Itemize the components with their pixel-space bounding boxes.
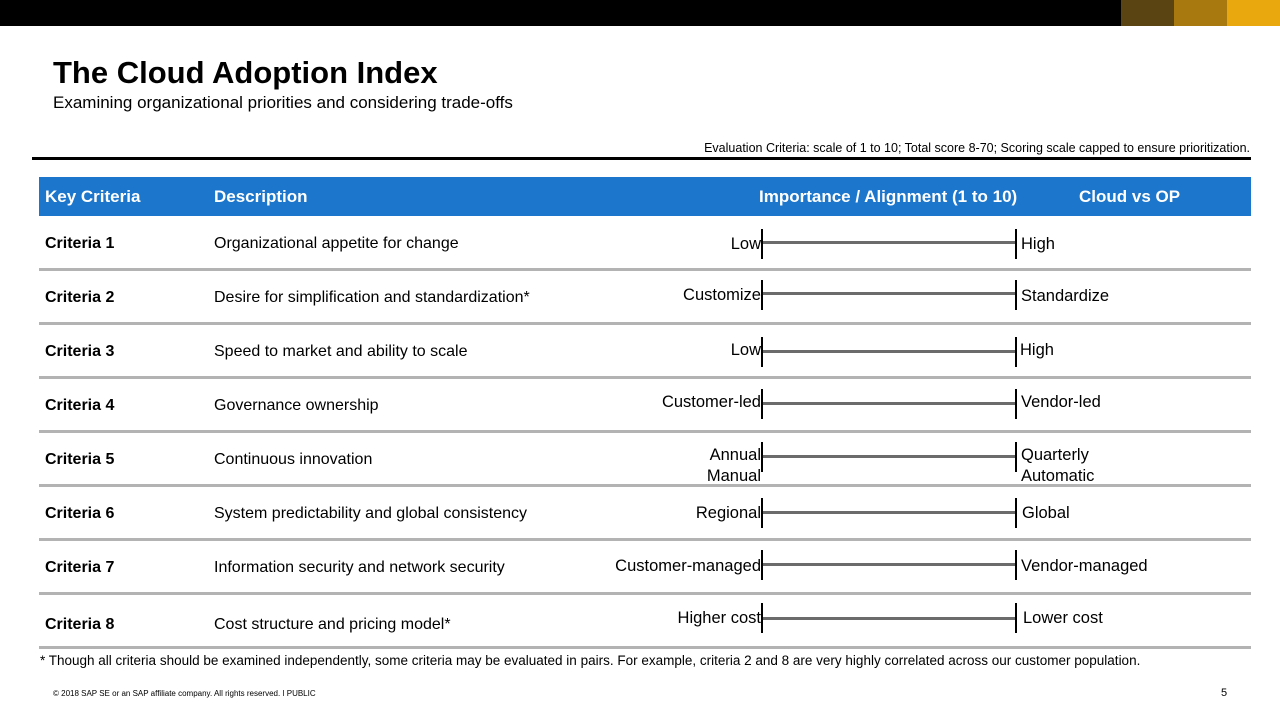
- scale-low-tick: [761, 337, 763, 367]
- scale-low-tick: [761, 280, 763, 310]
- scale-high-tick: [1015, 498, 1017, 528]
- row-separator: [39, 322, 1251, 325]
- importance-scale: [763, 292, 1016, 295]
- brand-accent-block-2: [1174, 0, 1227, 26]
- scale-high-tick: [1015, 280, 1017, 310]
- scale-low-tick: [761, 603, 763, 633]
- criteria-label: Criteria 4: [45, 397, 115, 414]
- scale-high-label-line-1: Quarterly: [1021, 446, 1089, 464]
- criteria-row-6: Criteria 6 System predictability and glo…: [39, 487, 1251, 541]
- row-separator: [39, 484, 1251, 487]
- criteria-row-7: Criteria 7 Information security and netw…: [39, 541, 1251, 595]
- scale-low-label: Customize: [683, 286, 761, 304]
- criteria-label: Criteria 1: [45, 235, 115, 252]
- criteria-description: Information security and network securit…: [214, 559, 505, 576]
- scale-low-label: Low: [730, 341, 761, 359]
- scale-high-label: High: [1020, 341, 1054, 359]
- row-separator: [39, 430, 1251, 433]
- importance-scale: [763, 563, 1016, 566]
- scale-high-tick: [1015, 229, 1017, 259]
- criteria-description: Governance ownership: [214, 397, 379, 414]
- criteria-label: Criteria 7: [45, 559, 115, 576]
- table-header: Key Criteria Description Importance / Al…: [39, 177, 1251, 216]
- scale-high-label: Vendor-managed: [1021, 557, 1148, 575]
- scale-low-label-line-2: Manual: [706, 467, 761, 485]
- importance-scale: [763, 511, 1016, 514]
- criteria-label: Criteria 3: [45, 343, 115, 360]
- footnote: * Though all criteria should be examined…: [40, 653, 1141, 668]
- importance-scale: [763, 241, 1016, 244]
- criteria-label: Criteria 6: [45, 505, 115, 522]
- criteria-row-4: Criteria 4 Governance ownership Customer…: [39, 379, 1251, 433]
- row-separator: [39, 268, 1251, 271]
- page-number: 5: [1221, 687, 1228, 699]
- header-description: Description: [214, 187, 308, 206]
- row-separator: [39, 646, 1251, 649]
- scale-high-label-line-2: Automatic: [1021, 467, 1095, 485]
- scale-low-tick: [761, 498, 763, 528]
- scale-low-tick: [761, 550, 763, 580]
- scale-high-tick: [1015, 389, 1017, 419]
- scale-high-label: Global: [1022, 504, 1070, 522]
- criteria-row-2: Criteria 2 Desire for simplification and…: [39, 271, 1251, 325]
- criteria-row-3: Criteria 3 Speed to market and ability t…: [39, 325, 1251, 379]
- scale-high-tick: [1015, 442, 1017, 472]
- scale-low-label-line-1: Annual: [709, 446, 761, 464]
- criteria-description: Cost structure and pricing model*: [214, 616, 451, 633]
- scale-low-label: Annual Manual: [707, 445, 761, 487]
- criteria-label: Criteria 2: [45, 289, 115, 306]
- scale-low-label: Customer-led: [661, 393, 761, 411]
- criteria-description: Organizational appetite for change: [214, 235, 459, 252]
- row-separator: [39, 376, 1251, 379]
- row-separator: [39, 592, 1251, 595]
- header-cloud-vs-op: Cloud vs OP: [1079, 187, 1181, 206]
- criteria-label: Criteria 8: [45, 616, 115, 633]
- criteria-row-8: Criteria 8 Cost structure and pricing mo…: [39, 595, 1251, 649]
- criteria-description: Speed to market and ability to scale: [214, 343, 468, 360]
- scale-low-label: Regional: [695, 504, 761, 522]
- criteria-description: Continuous innovation: [214, 451, 373, 468]
- criteria-description: System predictability and global consist…: [214, 505, 528, 522]
- criteria-description: Desire for simplification and standardiz…: [214, 289, 530, 306]
- top-brand-bar: [0, 0, 1280, 26]
- scale-low-tick: [761, 229, 763, 259]
- importance-scale: [763, 455, 1016, 458]
- scale-low-label: Higher cost: [677, 609, 761, 627]
- page-subtitle: Examining organizational priorities and …: [53, 93, 513, 112]
- scale-high-label: Quarterly Automatic: [1021, 445, 1094, 487]
- scale-high-label: Lower cost: [1023, 609, 1103, 627]
- scale-low-tick: [761, 442, 763, 472]
- brand-accent-block-3: [1227, 0, 1280, 26]
- criteria-label: Criteria 5: [45, 451, 115, 468]
- scale-low-label: Customer-managed: [615, 557, 761, 575]
- header-key-criteria: Key Criteria: [45, 187, 141, 206]
- importance-scale: [763, 402, 1016, 405]
- scale-low-tick: [761, 389, 763, 419]
- scale-high-label: Vendor-led: [1021, 393, 1101, 411]
- importance-scale: [763, 617, 1016, 620]
- scale-high-tick: [1015, 337, 1017, 367]
- row-separator: [39, 538, 1251, 541]
- scale-high-tick: [1015, 550, 1017, 580]
- brand-accent-block-1: [1121, 0, 1174, 26]
- scale-high-tick: [1015, 603, 1017, 633]
- copyright-notice: © 2018 SAP SE or an SAP affiliate compan…: [53, 689, 316, 698]
- scale-low-label: Low: [730, 235, 761, 253]
- page-title: The Cloud Adoption Index: [53, 55, 438, 90]
- scale-high-label: Standardize: [1021, 287, 1110, 305]
- scale-high-label: High: [1021, 235, 1055, 253]
- title-divider: [32, 157, 1251, 160]
- criteria-row-5: Criteria 5 Continuous innovation Annual …: [39, 433, 1251, 487]
- evaluation-note: Evaluation Criteria: scale of 1 to 10; T…: [704, 141, 1250, 155]
- criteria-row-1: Criteria 1 Organizational appetite for c…: [39, 217, 1251, 271]
- importance-scale: [763, 350, 1016, 353]
- header-importance: Importance / Alignment (1 to 10): [759, 187, 1018, 206]
